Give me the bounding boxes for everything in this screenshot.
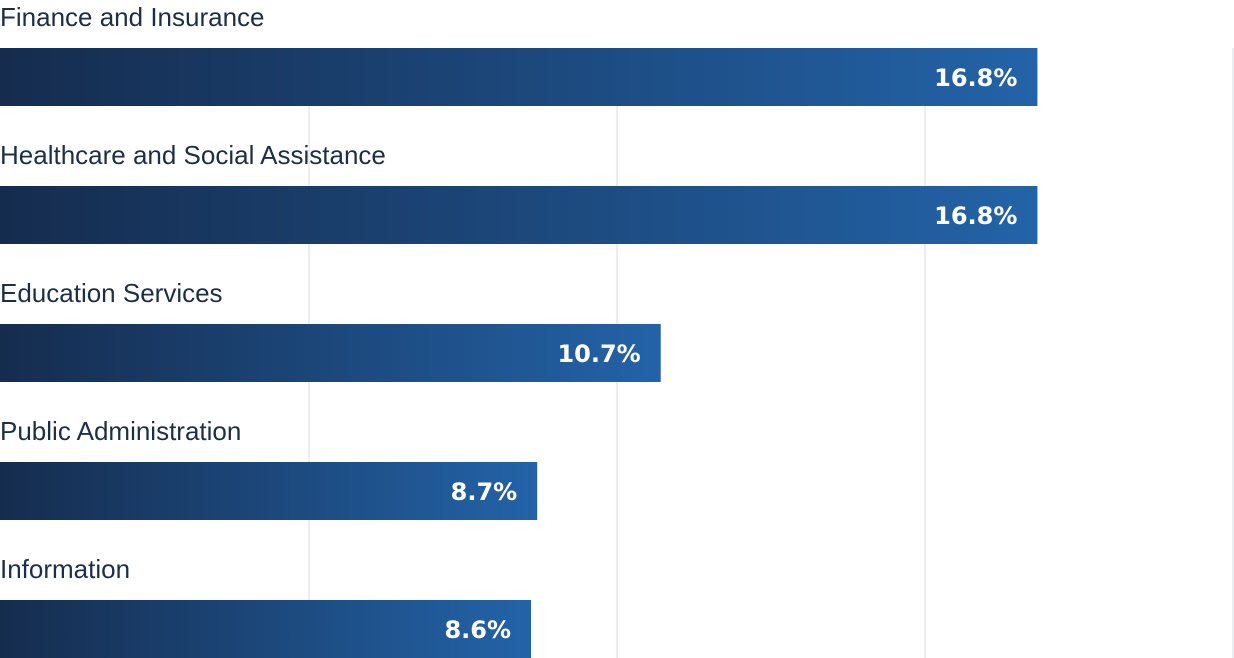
category-labels: Finance and Insurance Healthcare and Soci… [0, 2, 386, 584]
value-labels: 16.8% 16.8% 10.7% 8.7% 8.6% [444, 64, 1017, 644]
category-label-3: Education Services [0, 278, 223, 308]
bar-5 [0, 600, 532, 658]
bar-3 [0, 324, 661, 382]
value-label-3: 10.7% [557, 340, 640, 368]
value-label-5: 8.6% [444, 616, 511, 644]
category-label-4: Public Administration [0, 416, 241, 446]
category-label-5: Information [0, 554, 130, 584]
bars [0, 48, 1038, 658]
bar-4 [0, 462, 538, 520]
category-label-1: Finance and Insurance [0, 2, 265, 32]
category-label-2: Healthcare and Social Assistance [0, 140, 386, 170]
bar-1 [0, 48, 1038, 106]
bar-2 [0, 186, 1038, 244]
value-label-4: 8.7% [451, 478, 518, 506]
value-label-1: 16.8% [934, 64, 1017, 92]
value-label-2: 16.8% [934, 202, 1017, 230]
